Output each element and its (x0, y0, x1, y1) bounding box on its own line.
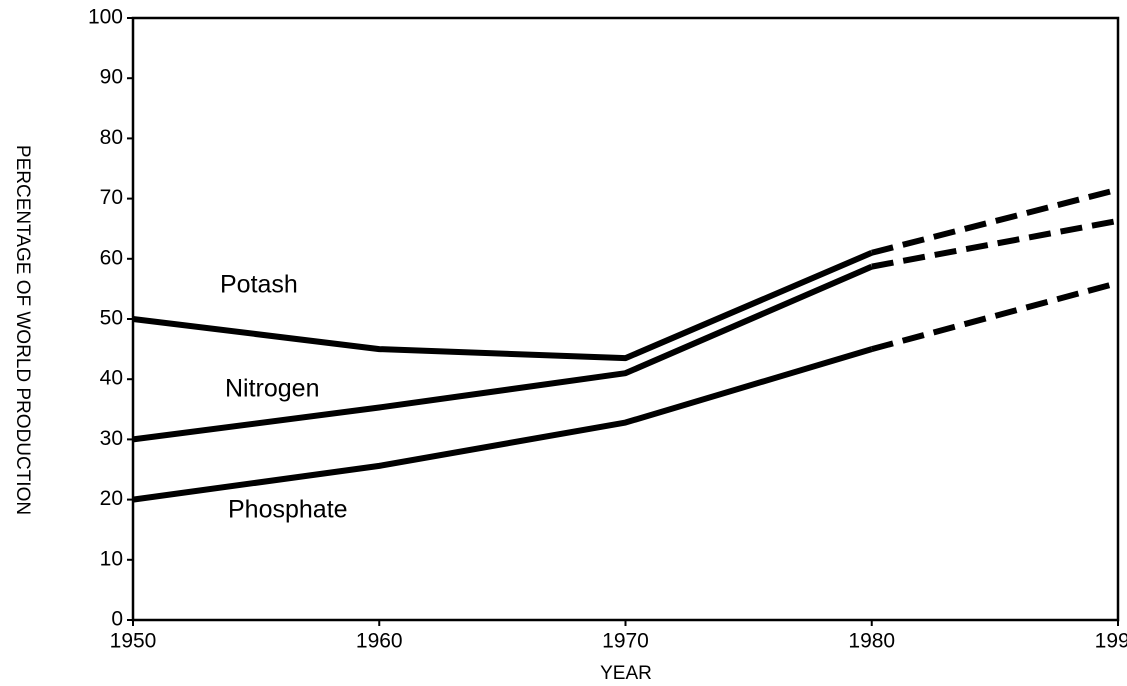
series-projection (871, 186, 1119, 256)
plot-frame (131, 16, 1120, 622)
series-projection (871, 217, 1119, 270)
series-label: Phosphate (228, 496, 348, 524)
y-axis-title: PERCENTAGE OF WORLD PRODUCTION (12, 145, 33, 515)
y-tick-label: 70 (100, 186, 123, 209)
x-tick-label: 1990 (1095, 630, 1127, 653)
series-projection (870, 279, 1119, 352)
y-tick-label: 20 (100, 487, 123, 510)
y-tick-label: 80 (100, 126, 123, 149)
y-tick-label: 60 (100, 246, 123, 269)
x-tick-label: 1970 (602, 630, 649, 653)
x-axis-title: YEAR (600, 663, 652, 684)
y-tick-label: 30 (100, 427, 123, 450)
x-tick-label: 1980 (848, 630, 895, 653)
series-line (132, 250, 873, 362)
x-tick-label: 1950 (110, 630, 157, 653)
series-label: Nitrogen (225, 375, 320, 403)
y-tick-label: 0 (111, 608, 123, 631)
y-tick-label: 90 (100, 66, 123, 89)
series-line (132, 346, 873, 503)
y-tick-label: 50 (100, 307, 123, 330)
y-tick-label: 40 (100, 367, 123, 390)
x-tick-label: 1960 (356, 630, 403, 653)
series-line (132, 263, 873, 443)
y-tick-label: 10 (100, 547, 123, 570)
series-label: Potash (220, 271, 298, 299)
y-tick-label: 100 (88, 6, 123, 29)
